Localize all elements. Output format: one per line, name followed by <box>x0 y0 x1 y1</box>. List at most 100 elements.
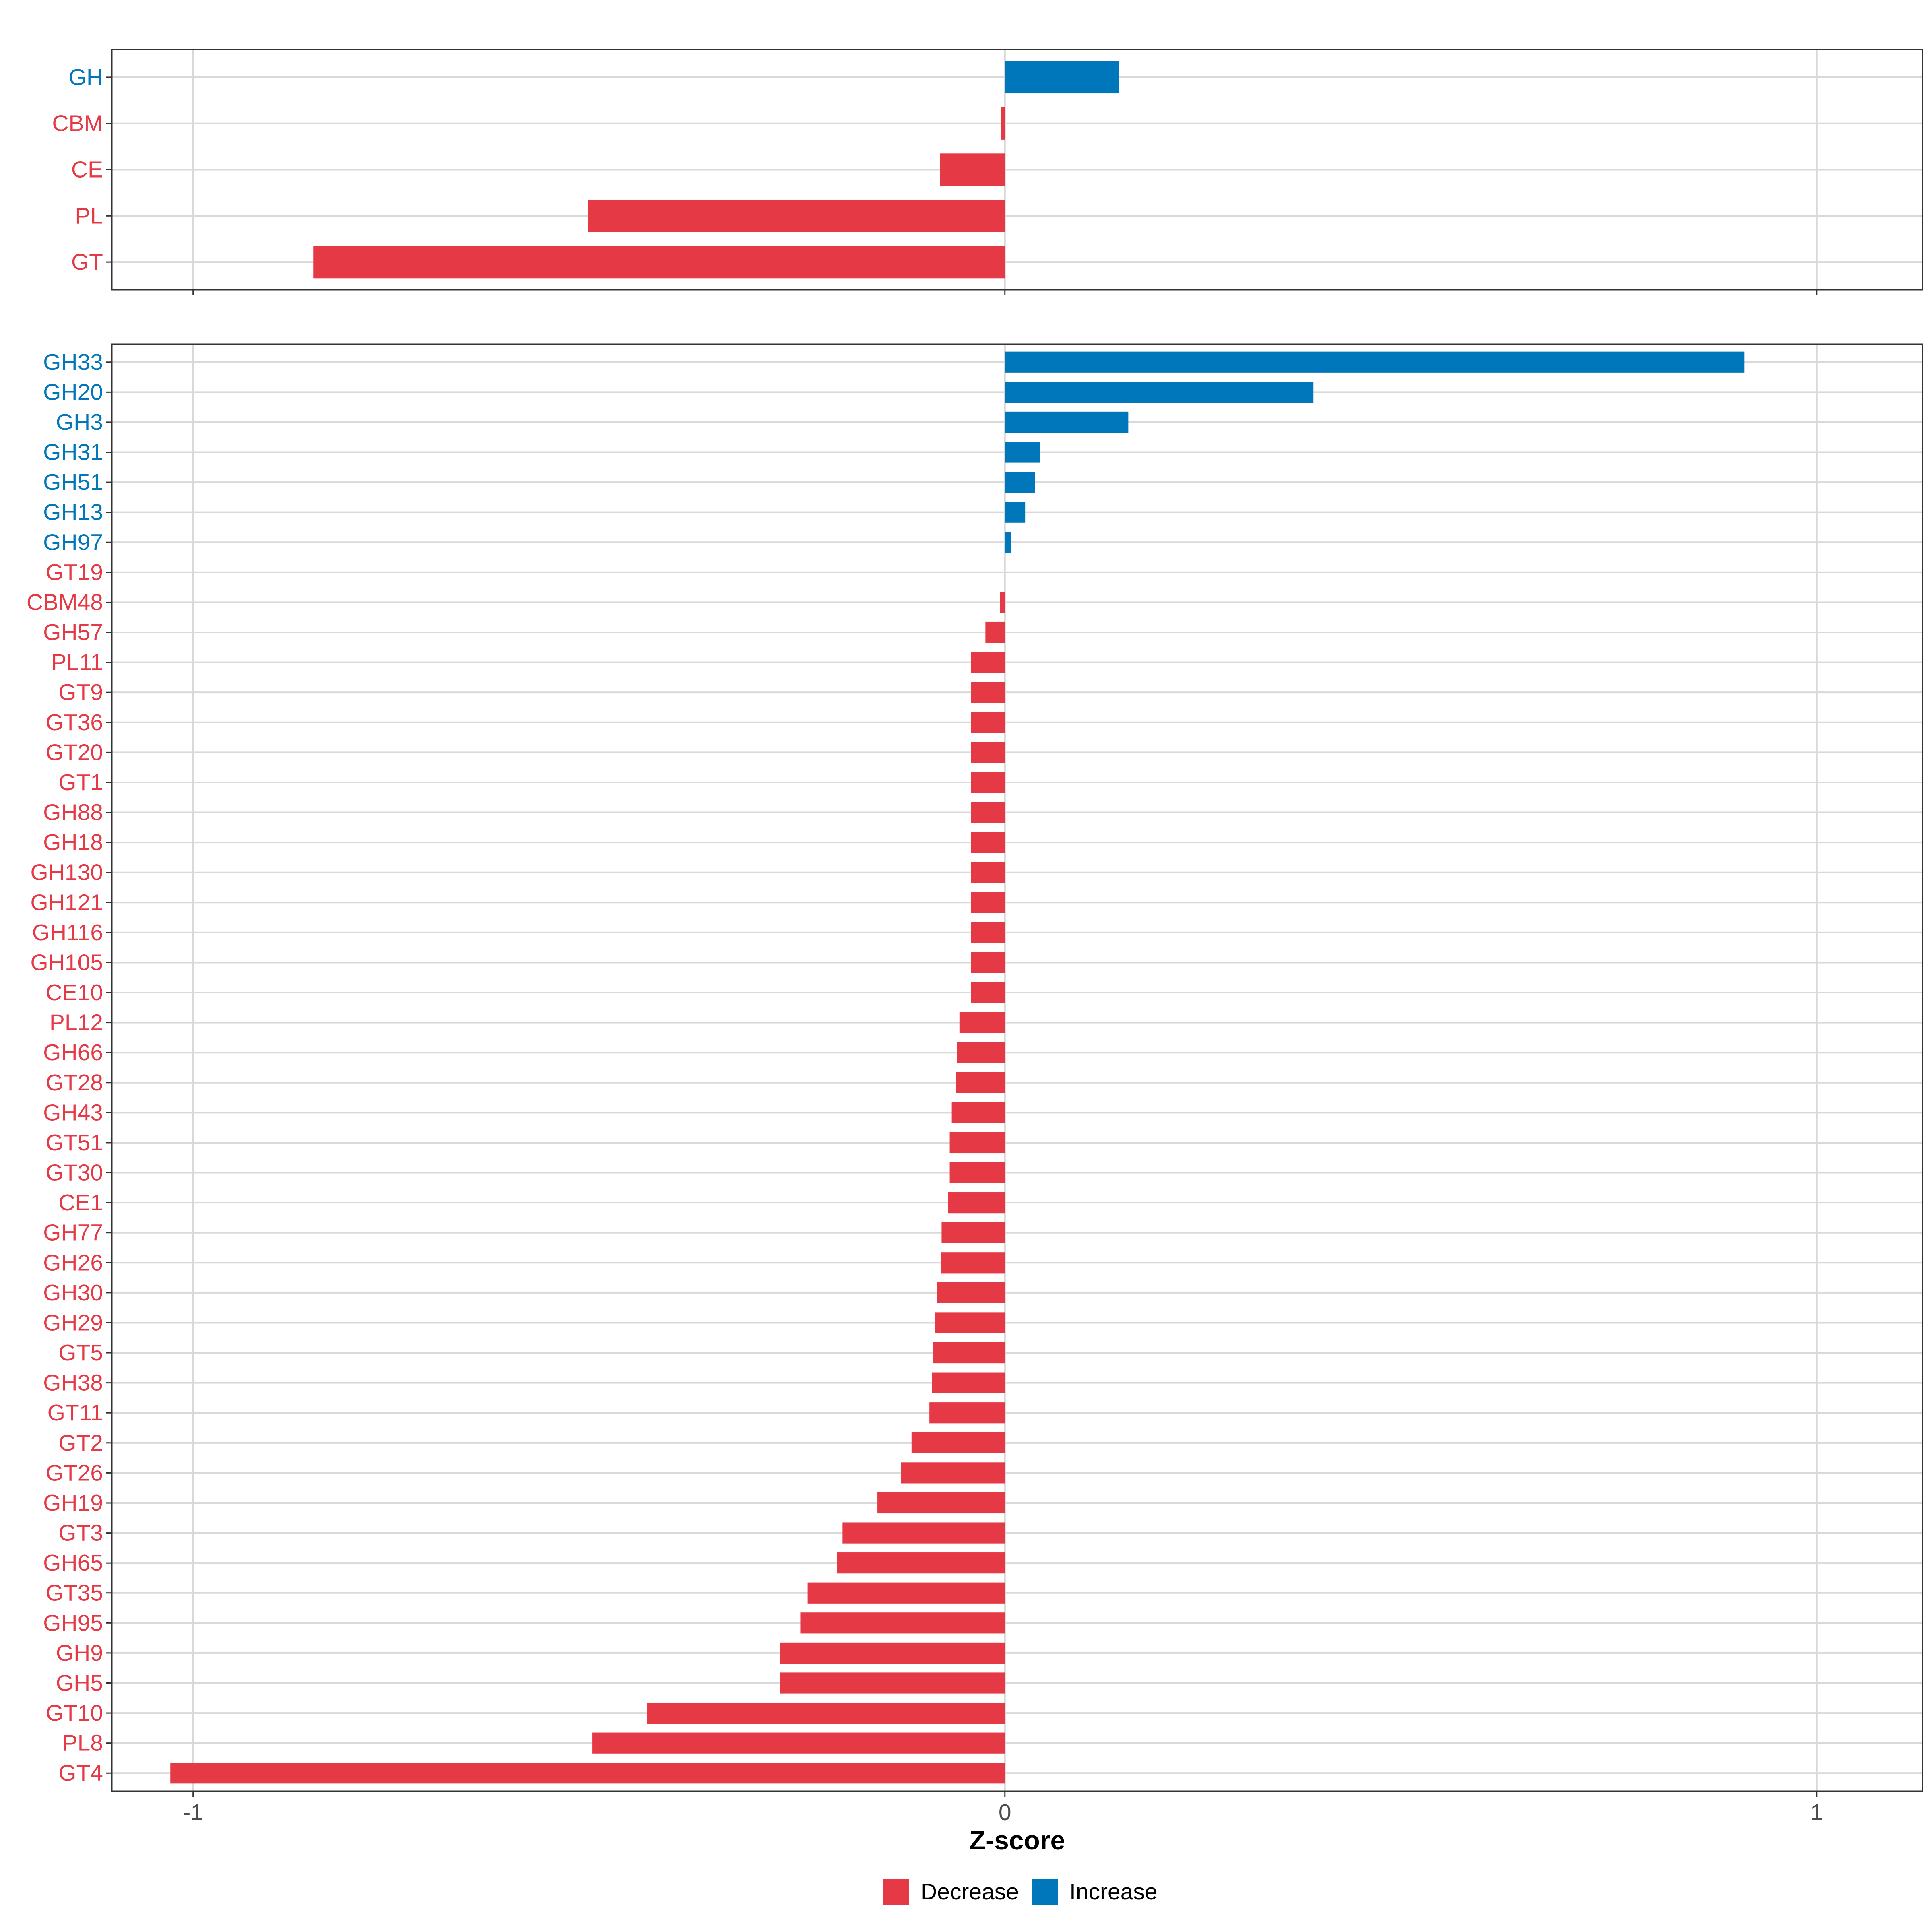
y-tick-label: GH66 <box>43 1040 103 1065</box>
bar-gh3 <box>1005 411 1129 433</box>
bar-gt5 <box>933 1342 1005 1364</box>
y-tick-label: GH116 <box>32 920 103 945</box>
bar-gt51 <box>949 1132 1005 1154</box>
y-tick-label: GH9 <box>56 1640 103 1666</box>
x-tick-label: 0 <box>999 1800 1011 1825</box>
y-tick-label: GT3 <box>58 1520 103 1546</box>
bar-gh5 <box>780 1672 1005 1694</box>
bar-pl12 <box>959 1012 1005 1033</box>
legend-label-decrease: Decrease <box>921 1879 1019 1905</box>
y-tick-label: CE10 <box>45 980 103 1005</box>
top-panel: GH CBM CE PL GT <box>52 49 1923 295</box>
bar-gt <box>313 246 1005 279</box>
bar-pl <box>588 200 1005 232</box>
y-tick-label: GH31 <box>43 440 103 465</box>
y-tick-label: GH33 <box>43 349 103 375</box>
bar-ce <box>940 153 1005 186</box>
y-tick-label: GH29 <box>43 1310 103 1335</box>
bar-gh130 <box>971 862 1005 883</box>
y-tick-label: GT5 <box>58 1340 103 1366</box>
bar-gh88 <box>971 802 1005 823</box>
y-tick-label: GT28 <box>45 1070 103 1096</box>
y-tick-label: GT26 <box>45 1460 103 1486</box>
y-tick-label: CE <box>71 157 103 183</box>
y-tick-label: GH95 <box>43 1610 103 1636</box>
legend: Decrease Increase <box>883 1879 1158 1905</box>
y-tick-label: GT51 <box>45 1130 103 1156</box>
bar-gh30 <box>937 1282 1005 1303</box>
x-tick-label: 1 <box>1810 1800 1823 1825</box>
y-tick-label: GT36 <box>45 710 103 735</box>
y-tick-label: GH130 <box>30 860 103 886</box>
y-tick-label: GH121 <box>30 890 103 915</box>
y-tick-label: GH57 <box>43 619 103 645</box>
y-tick-label: CBM48 <box>27 589 103 615</box>
bar-gh97 <box>1005 532 1011 553</box>
bar-gh66 <box>957 1042 1005 1063</box>
y-tick-label: GH20 <box>43 379 103 405</box>
bar-gh57 <box>985 621 1005 643</box>
bar-gh43 <box>951 1102 1005 1123</box>
bar-gh29 <box>935 1312 1005 1333</box>
legend-key-decrease <box>883 1879 909 1905</box>
y-tick-label: GH3 <box>56 409 103 435</box>
y-tick-label: GH13 <box>43 500 103 525</box>
bar-gt9 <box>971 682 1005 703</box>
y-tick-label: GH18 <box>43 830 103 855</box>
y-tick-label: GH65 <box>43 1550 103 1576</box>
y-tick-label: GT9 <box>58 679 103 705</box>
y-tick-label: GH88 <box>43 800 103 826</box>
y-tick-label: GH51 <box>43 469 103 495</box>
bar-gt10 <box>647 1702 1005 1724</box>
y-tick-label: PL12 <box>50 1010 103 1036</box>
bar-gh116 <box>971 922 1005 943</box>
bar-gt20 <box>971 742 1005 763</box>
bar-gh105 <box>971 952 1005 973</box>
y-tick-label: GH43 <box>43 1100 103 1125</box>
bar-gt26 <box>901 1462 1005 1484</box>
y-tick-label: GT11 <box>47 1400 103 1426</box>
bar-gh51 <box>1005 471 1035 493</box>
bar-gt11 <box>929 1402 1005 1424</box>
bar-cbm <box>1001 107 1005 140</box>
panel-border <box>111 49 1923 291</box>
bar-gh77 <box>941 1222 1005 1243</box>
bar-gh13 <box>1005 502 1026 523</box>
y-tick-label: GT20 <box>45 739 103 765</box>
bar-gh33 <box>1005 351 1745 373</box>
y-tick-label: GH <box>69 64 103 90</box>
y-tick-label: GH77 <box>43 1220 103 1246</box>
bar-gt1 <box>971 772 1005 793</box>
bar-pl11 <box>971 652 1005 673</box>
y-tick-label: GT1 <box>58 770 103 795</box>
y-tick-label: GH105 <box>30 949 103 975</box>
bar-gt28 <box>956 1072 1005 1093</box>
bar-gh38 <box>932 1372 1005 1393</box>
y-tick-label: GT <box>71 249 103 275</box>
x-axis-title: Z-score <box>969 1825 1065 1855</box>
bar-gh31 <box>1005 442 1040 463</box>
y-tick-label: GT19 <box>45 559 103 585</box>
y-tick-label: GH19 <box>43 1490 103 1516</box>
y-tick-label: GH97 <box>43 529 103 555</box>
bottom-panel: GH33GH20GH3GH31GH51GH13GH97GT19CBM48GH57… <box>27 343 1923 1825</box>
y-tick-label: GH30 <box>43 1280 103 1306</box>
y-tick-label: GH5 <box>56 1670 103 1696</box>
y-tick-label: GH38 <box>43 1370 103 1396</box>
bar-gh26 <box>941 1252 1005 1274</box>
bar-gh9 <box>780 1642 1005 1664</box>
bar-gt30 <box>949 1162 1005 1183</box>
bar-gt35 <box>807 1582 1005 1604</box>
legend-key-increase <box>1032 1879 1058 1905</box>
bar-gh <box>1005 61 1119 94</box>
y-tick-label: PL8 <box>62 1730 103 1756</box>
panel-border <box>111 343 1923 1792</box>
bar-gh121 <box>971 892 1005 913</box>
y-tick-label: GT35 <box>45 1580 103 1606</box>
y-tick-label: CBM <box>52 111 103 136</box>
bar-gt3 <box>842 1522 1005 1544</box>
bar-gh19 <box>877 1492 1005 1514</box>
y-tick-label: GT30 <box>45 1160 103 1186</box>
y-tick-label: PL <box>75 203 103 229</box>
